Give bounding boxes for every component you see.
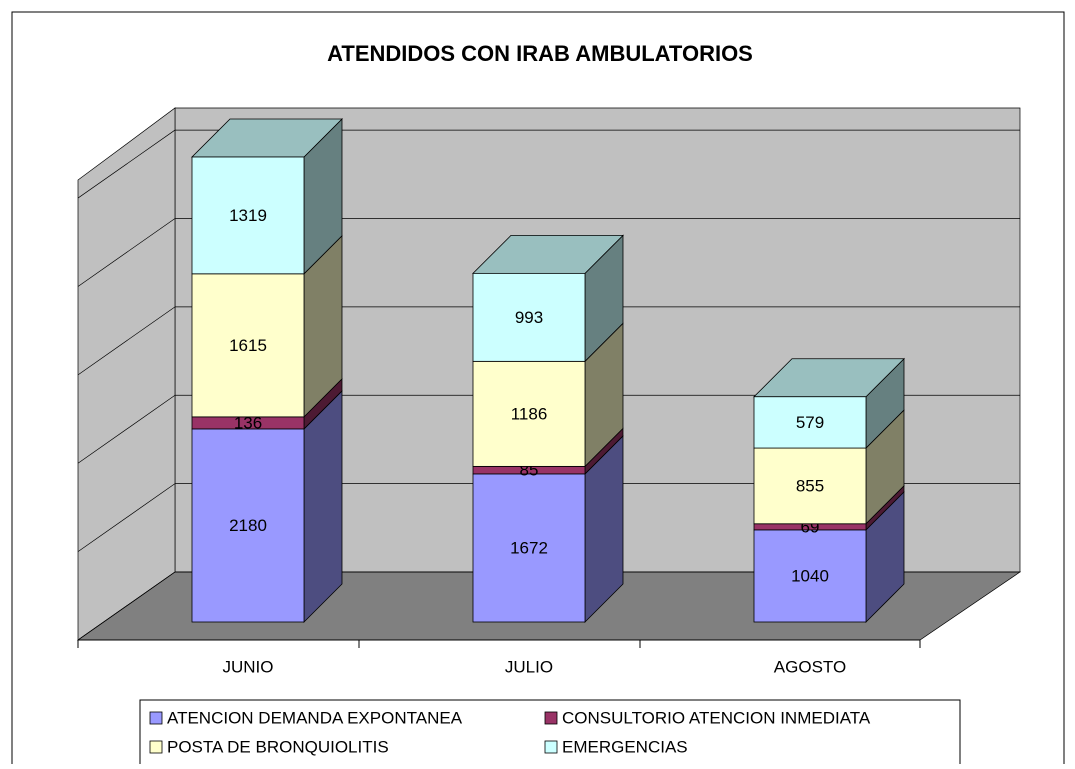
- data-label: 579: [796, 413, 824, 432]
- bar: [191, 428, 305, 623]
- bar: [472, 360, 586, 467]
- data-label: 1672: [510, 538, 548, 557]
- data-label: 2180: [229, 516, 267, 535]
- data-label: 136: [234, 413, 262, 432]
- grid-line: [77, 306, 176, 376]
- legend-label: CONSULTORIO ATENCION INMEDIATA: [562, 708, 871, 727]
- bar: [472, 473, 586, 623]
- legend-label: POSTA DE BRONQUIOLITIS: [167, 737, 389, 756]
- data-label: 1615: [229, 336, 267, 355]
- data-label: 1186: [511, 404, 548, 423]
- grid-line: [77, 394, 176, 464]
- legend-label: EMERGENCIAS: [562, 737, 688, 756]
- data-label: 1319: [229, 206, 267, 225]
- data-label: 1040: [791, 566, 829, 585]
- legend-swatch: [149, 740, 163, 754]
- grid-line: [77, 218, 176, 287]
- data-label: 993: [515, 308, 543, 327]
- legend: [139, 699, 961, 769]
- chart-title: ATENDIDOS CON IRAB AMBULATORIOS: [327, 41, 753, 66]
- grid-line: [77, 571, 176, 641]
- bar: [753, 447, 867, 525]
- grid-line: [77, 129, 176, 199]
- data-label: 855: [796, 476, 824, 495]
- grid-line: [77, 483, 176, 552]
- legend-label: ATENCION DEMANDA EXPONTANEA: [167, 708, 463, 727]
- bar: [191, 156, 305, 275]
- legend-swatch: [544, 711, 558, 725]
- bar-side: [303, 389, 343, 623]
- bar: [753, 396, 867, 449]
- x-tick-label: JULIO: [505, 657, 553, 676]
- legend-swatch: [544, 740, 558, 754]
- x-tick-label: AGOSTO: [774, 657, 846, 676]
- bar: [753, 529, 867, 623]
- legend-swatch: [149, 711, 163, 725]
- bar: [472, 272, 586, 362]
- x-tick-label: JUNIO: [223, 657, 274, 676]
